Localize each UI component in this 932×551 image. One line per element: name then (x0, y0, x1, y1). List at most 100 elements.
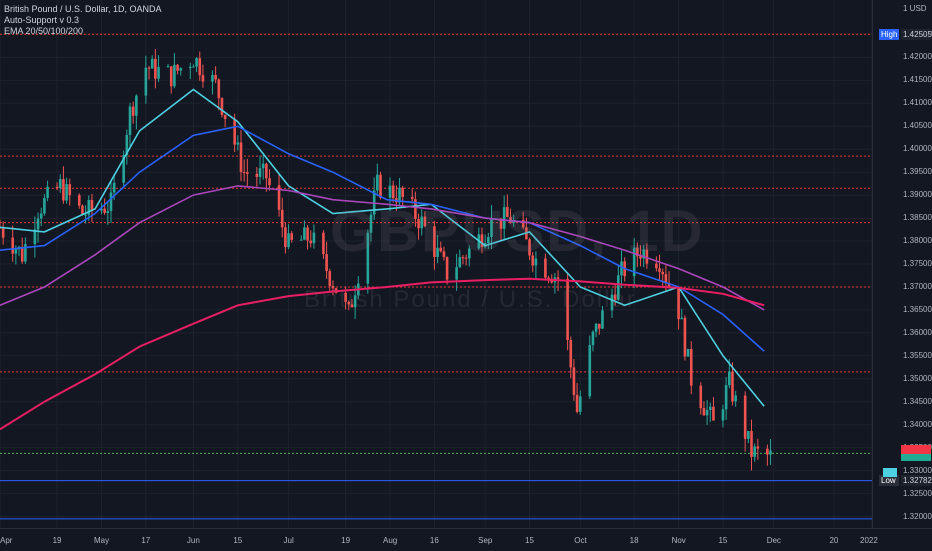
time-tick-label: 16 (429, 536, 439, 545)
price-tick-label: 1.41000 (903, 98, 932, 108)
candle-body (284, 227, 287, 248)
candle-body (258, 168, 262, 177)
time-tick-label: Jul (283, 536, 294, 545)
candle-body (128, 106, 132, 135)
candle-body (594, 323, 598, 332)
currency-label: 1 USD (903, 4, 927, 13)
candle-body (436, 247, 439, 257)
candle-body (369, 214, 373, 233)
chart-legend: British Pound / U.S. Dollar, 1D, OANDA A… (4, 4, 162, 37)
price-tick-label: 1.39500 (903, 167, 932, 177)
candle-body (632, 247, 636, 277)
candle-body (455, 267, 458, 280)
time-tick-label: 15 (718, 536, 728, 545)
time-tick-label: Sep (478, 536, 493, 545)
price-tick-label: 1.36000 (903, 327, 932, 337)
candle-body (753, 446, 756, 457)
candle-body (642, 249, 645, 259)
candle-body (144, 67, 148, 96)
candle-body (572, 367, 576, 395)
candle-body (353, 295, 357, 308)
candle-body (613, 294, 617, 300)
candle-body (131, 106, 135, 116)
candle-body (331, 285, 335, 289)
time-tick-label: 2022 (860, 536, 878, 545)
candle-body (521, 219, 525, 228)
candle-body (112, 182, 116, 193)
time-tick-label: Dec (766, 536, 781, 545)
time-tick-label: Apr (0, 536, 13, 545)
candle-body (312, 232, 316, 244)
candle-body (287, 233, 290, 248)
candle-body (661, 271, 665, 275)
price-tick-label: 1.38000 (903, 236, 932, 246)
indicator-ema[interactable]: EMA 20/50/100/200 (4, 26, 84, 36)
candle-body (750, 431, 753, 457)
indicator-auto-support[interactable]: Auto-Support v 0.3 (4, 15, 80, 25)
symbol-title[interactable]: British Pound / U.S. Dollar, 1D, OANDA (4, 4, 162, 14)
candle-body (414, 199, 417, 219)
candle-body (461, 257, 465, 259)
candle-body (347, 301, 351, 305)
candle-body (68, 184, 72, 196)
candle-body (299, 239, 303, 241)
candle-body (423, 216, 427, 227)
candle-body (708, 406, 712, 410)
candle-body (122, 155, 125, 183)
candle-body (280, 209, 284, 228)
candle-body (531, 255, 535, 266)
candle-body (195, 58, 198, 67)
candle-body (601, 310, 604, 329)
candle-body (420, 216, 424, 229)
candle-body (265, 163, 268, 179)
candle-body (125, 134, 129, 156)
candle-body (566, 278, 569, 341)
candle-body (217, 79, 221, 99)
price-tick-label: 1.34500 (903, 396, 932, 406)
candle-body (480, 234, 484, 248)
candle-body (506, 207, 509, 218)
candle-body (77, 195, 81, 206)
price-tick-label: 1.34000 (903, 419, 932, 429)
candle-body (214, 74, 217, 80)
candle-body (636, 247, 639, 257)
time-tick-label: 15 (233, 536, 243, 545)
price-tick-label: 1.39000 (903, 190, 932, 200)
candle-body (201, 75, 205, 82)
candle-body (534, 258, 538, 266)
candle-body (528, 239, 531, 256)
candle-body (499, 218, 503, 229)
candle-body (734, 395, 737, 402)
candle-body (766, 448, 769, 455)
price-axis[interactable]: 1 USD 1.425001.420001.415001.410001.4050… (872, 0, 932, 528)
candle-body (309, 240, 313, 244)
low-label-badge: Low (879, 475, 899, 487)
candle-body (712, 406, 715, 421)
candle-body (398, 187, 401, 203)
time-tick-label: Aug (383, 536, 398, 545)
time-tick-label: Jun (186, 536, 200, 545)
candle-body (344, 292, 347, 302)
candle-body (173, 64, 176, 87)
price-tick-label: 1.37500 (903, 259, 932, 268)
candle-body (135, 95, 138, 116)
time-tick-label: 19 (341, 536, 351, 545)
candle-body (306, 227, 309, 241)
candle-body (502, 207, 506, 229)
time-tick-label: 18 (629, 536, 639, 545)
chart-area[interactable]: GBPUSD, 1D British Pound / U.S. Dollar B… (0, 0, 872, 528)
candle-body (639, 256, 642, 259)
candle-body (36, 218, 40, 230)
candle-body (569, 340, 573, 368)
candle-body (588, 345, 592, 397)
candle-body (689, 348, 693, 386)
candle-body (686, 348, 690, 357)
time-axis[interactable]: Apr 19 May 17 Jun 15 Jul 19 Aug 16 Sep 15 Oct 18 Nov 15… (0, 528, 932, 551)
candle-body (109, 192, 113, 212)
candle-body (43, 198, 46, 214)
candle-body (39, 213, 43, 219)
candle-body (169, 66, 173, 87)
candle-body (325, 254, 328, 272)
candle-body (487, 237, 490, 244)
price-tick-label: 1.32500 (903, 488, 932, 498)
